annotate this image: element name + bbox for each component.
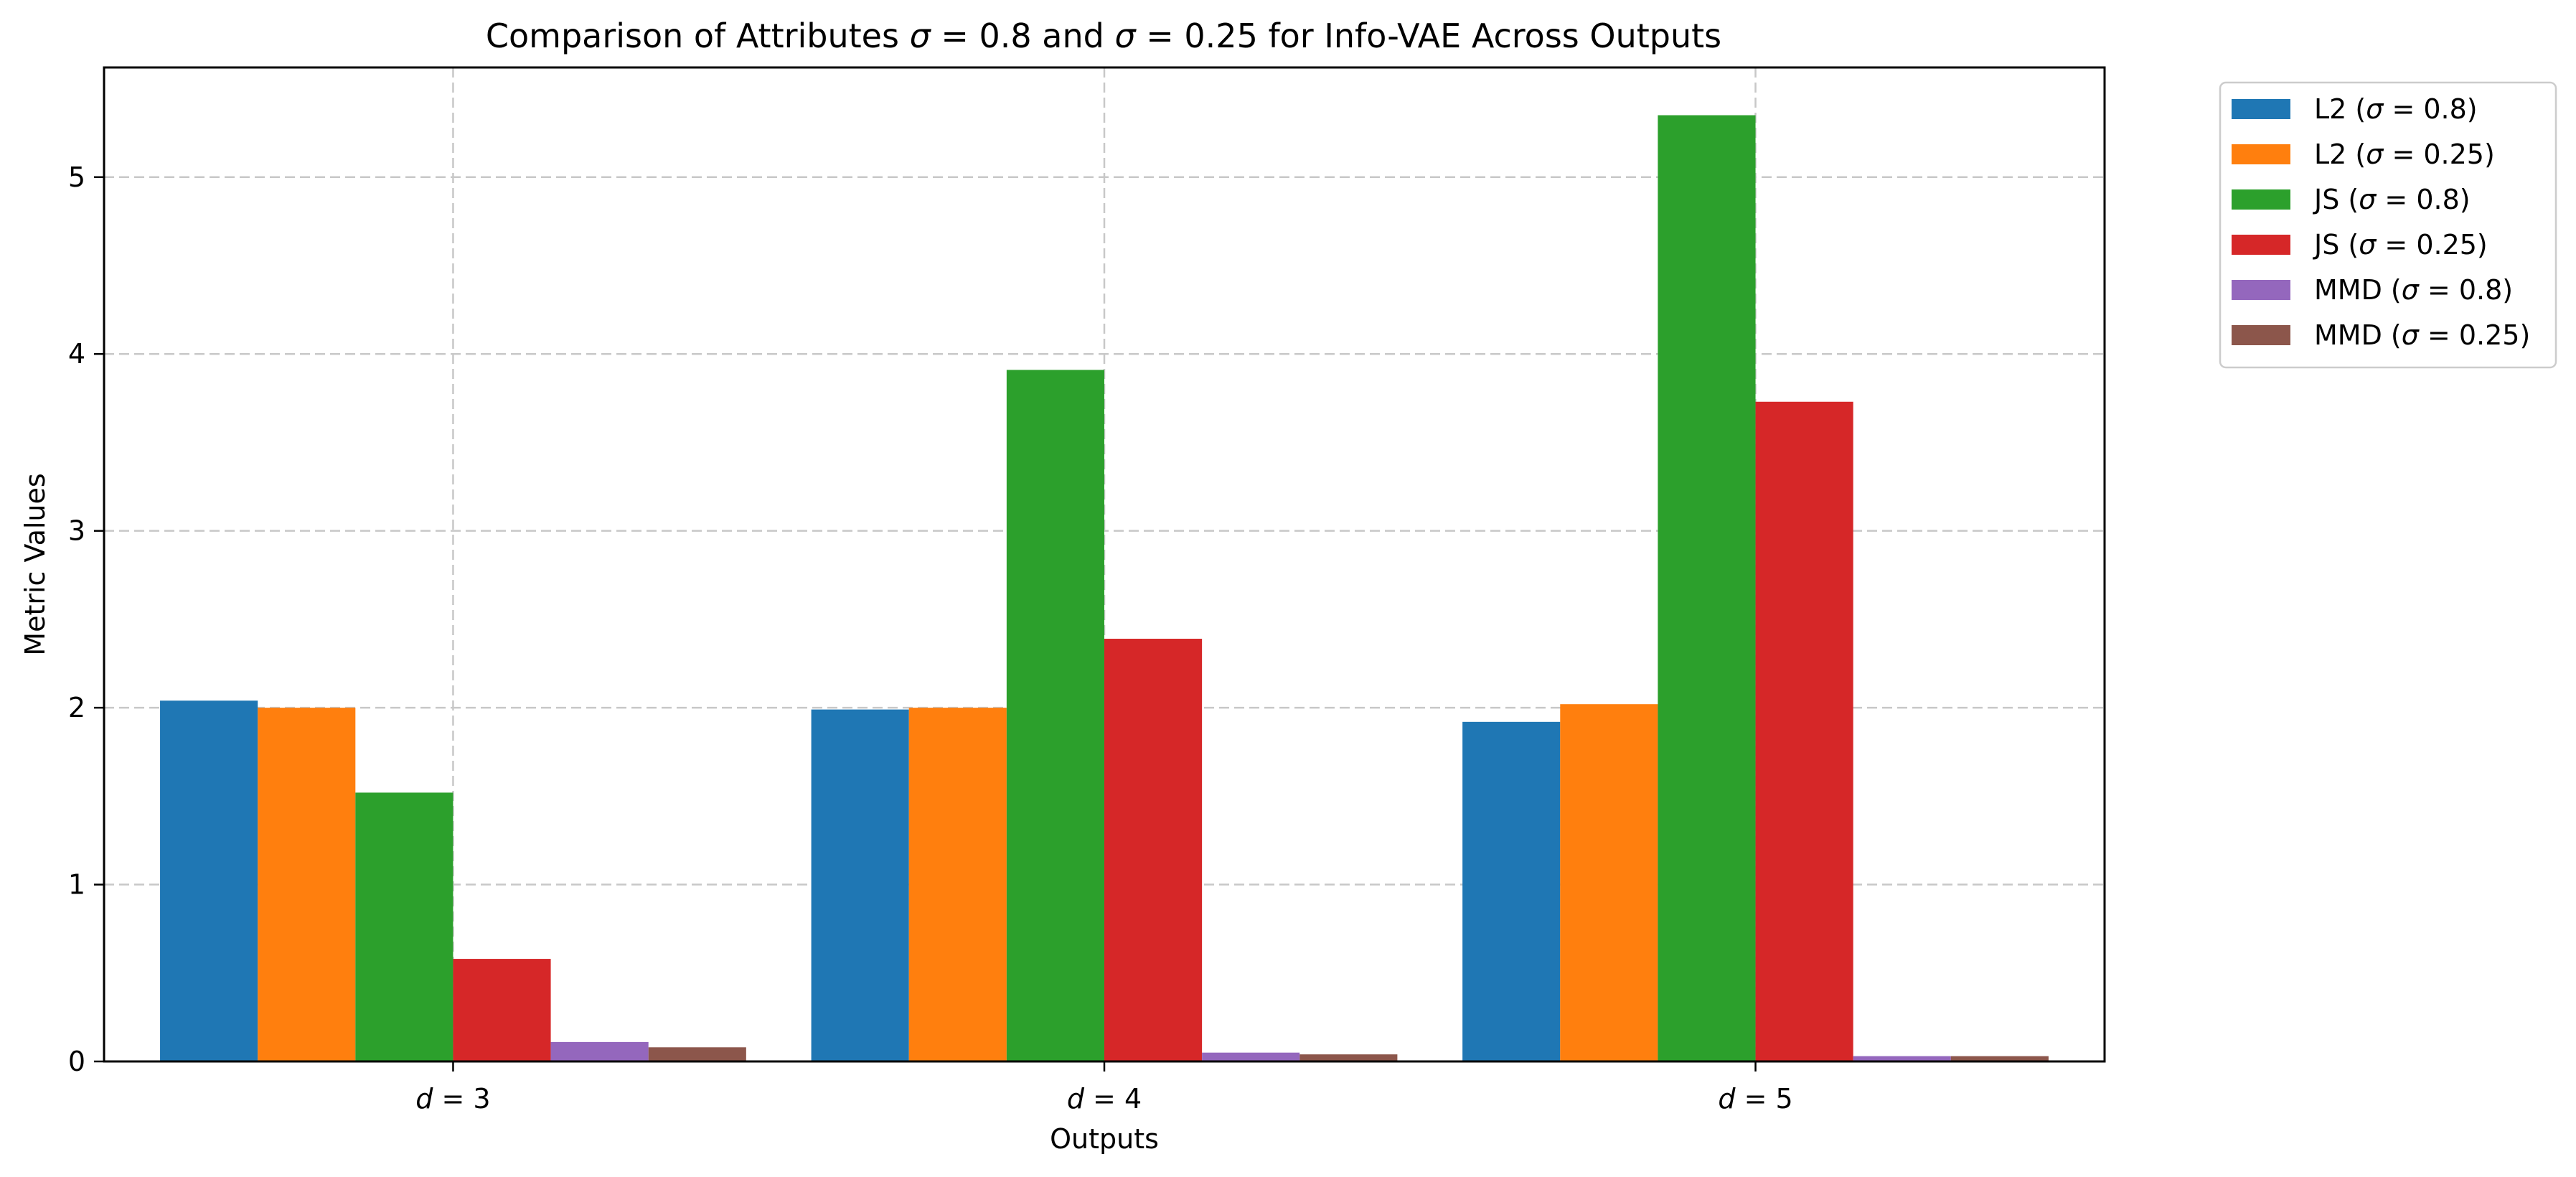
y-tick-label: 4 [68,338,85,370]
bar [1202,1052,1300,1061]
y-tick-label: 1 [68,869,85,901]
x-tick-label: d = 4 [1067,1083,1142,1115]
bar [648,1047,746,1061]
bar [811,709,909,1061]
y-tick-label: 0 [68,1046,85,1077]
legend-frame [2219,81,2557,369]
bar [1462,721,1561,1061]
legend-label: MMD (σ = 0.8) [2314,274,2513,306]
bar [1104,639,1203,1061]
x-tick-label: d = 3 [415,1083,490,1115]
x-tick-label: d = 5 [1718,1083,1792,1115]
bar [258,708,356,1061]
bar [1853,1056,1951,1061]
bar [1755,401,1853,1061]
bar [1658,115,1756,1061]
chart-title: Comparison of Attributes σ = 0.8 and σ =… [486,17,1721,55]
bar [453,959,551,1061]
legend-label: MMD (σ = 0.25) [2314,319,2530,351]
legend-label: JS (σ = 0.25) [2313,229,2488,261]
legend-swatch [2232,280,2290,300]
bar [908,708,1007,1061]
legend-swatch [2232,325,2290,345]
y-tick-label: 3 [68,515,85,547]
bar [1299,1054,1398,1061]
legend: L2 (σ = 0.8) L2 (σ = 0.25) JS (σ = 0.8) JS … [2219,81,2557,369]
bar [1560,704,1658,1061]
y-axis-label: Metric Values [19,473,51,655]
bar [160,700,258,1061]
legend-swatch [2232,99,2290,119]
legend-label: L2 (σ = 0.25) [2314,139,2495,170]
bar [550,1041,649,1061]
y-tick-label: 2 [68,692,85,723]
legend-swatch [2232,235,2290,255]
bars-layer [160,115,2049,1061]
bar [1006,370,1104,1061]
legend-swatch [2232,189,2290,210]
ticks-layer: 0 1 2 3 4 5 d = 3 d = 4 d = 5 [68,161,1793,1115]
bar [355,792,453,1061]
legend-swatch [2232,144,2290,164]
legend-label: L2 (σ = 0.8) [2314,93,2478,125]
y-tick-label: 5 [68,161,85,193]
x-axis-label: Outputs [1050,1123,1159,1155]
bar [1950,1056,2049,1061]
legend-label: JS (σ = 0.8) [2313,184,2471,215]
